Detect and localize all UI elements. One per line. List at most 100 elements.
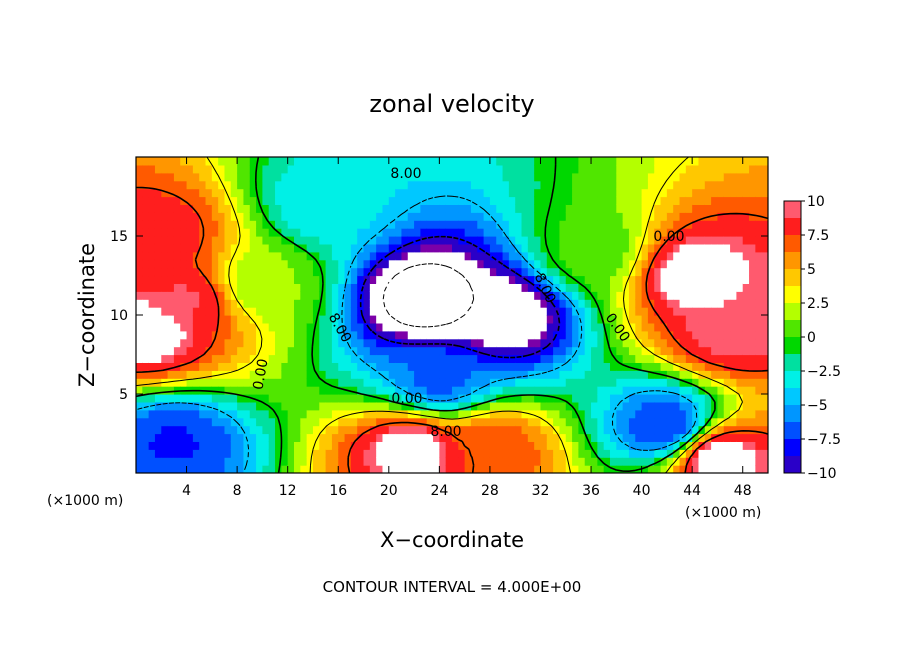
heatmap-cell	[186, 354, 194, 363]
heatmap-cell	[382, 291, 390, 300]
heatmap-cell	[546, 433, 554, 442]
heatmap-cell	[704, 283, 712, 292]
heatmap-cell	[452, 425, 459, 435]
heatmap-cell	[534, 251, 542, 261]
heatmap-cell	[338, 212, 346, 221]
heatmap-cell	[148, 378, 156, 387]
heatmap-cell	[407, 228, 415, 237]
heatmap-cell	[755, 283, 763, 292]
heatmap-cell	[363, 236, 371, 245]
heatmap-cell	[325, 172, 333, 182]
heatmap-cell	[180, 346, 188, 356]
heatmap-cell	[325, 330, 333, 340]
heatmap-cell	[496, 386, 504, 395]
heatmap-cell	[742, 378, 750, 387]
contour-line	[136, 157, 716, 473]
heatmap-cell	[224, 267, 232, 277]
heatmap-cell	[325, 157, 333, 166]
heatmap-cell	[458, 465, 466, 473]
x-tick-label: 48	[734, 483, 752, 499]
heatmap-cell	[761, 441, 768, 450]
heatmap-cell	[199, 409, 207, 419]
heatmap-cell	[534, 362, 542, 371]
heatmap-cell	[685, 425, 693, 435]
heatmap-cell	[325, 362, 333, 371]
x-tick-label: 16	[329, 483, 347, 499]
heatmap-cell	[224, 417, 232, 427]
y-tick-label: 15	[110, 229, 128, 245]
heatmap-cell	[628, 449, 636, 458]
heatmap-cell	[610, 212, 617, 221]
heatmap-cell	[578, 157, 586, 166]
heatmap-cell	[761, 196, 768, 205]
heatmap-cell	[388, 449, 396, 458]
heatmap-cell	[256, 307, 263, 316]
heatmap-cell	[546, 283, 554, 292]
heatmap-cell	[249, 457, 257, 466]
heatmap-cell	[319, 346, 327, 356]
heatmap-cell	[148, 220, 156, 229]
heatmap-cell	[698, 157, 706, 166]
heatmap-cell	[230, 322, 238, 332]
heatmap-cell	[186, 220, 194, 229]
heatmap-cell	[761, 243, 768, 253]
heatmap-cell	[401, 251, 409, 261]
heatmap-cell	[224, 275, 232, 284]
heatmap-cell	[249, 322, 257, 332]
heatmap-cell	[161, 251, 169, 261]
heatmap-cell	[527, 291, 535, 300]
contour-line	[359, 235, 561, 359]
heatmap-cell	[192, 164, 200, 174]
heatmap-cell	[489, 267, 497, 277]
heatmap-cell	[597, 322, 605, 332]
heatmap-cell	[312, 330, 320, 340]
heatmap-cell	[154, 196, 162, 205]
heatmap-cell	[275, 157, 282, 166]
y-tick-label: 5	[119, 387, 128, 403]
heatmap-cell	[433, 164, 440, 174]
heatmap-cell	[565, 220, 573, 229]
heatmap-cell	[736, 346, 744, 356]
heatmap-cell	[654, 322, 662, 332]
heatmap-cell	[641, 425, 649, 435]
heatmap-cell	[761, 220, 768, 229]
heatmap-cell	[553, 236, 561, 245]
heatmap-cell	[578, 196, 586, 205]
heatmap-cell	[742, 220, 750, 229]
heatmap-cell	[426, 386, 434, 395]
heatmap-cell	[610, 180, 617, 190]
heatmap-cell	[622, 315, 630, 324]
heatmap-cell	[464, 299, 472, 308]
heatmap-cell	[211, 362, 219, 371]
heatmap-cell	[243, 275, 251, 284]
heatmap-cell	[521, 220, 529, 229]
heatmap-cell	[483, 465, 491, 473]
heatmap-cell	[414, 330, 421, 340]
heatmap-cell	[268, 157, 276, 166]
heatmap-cell	[167, 409, 175, 419]
heatmap-cell	[711, 299, 719, 308]
heatmap-cell	[578, 433, 586, 442]
heatmap-cell	[685, 386, 693, 395]
heatmap-cell	[521, 449, 529, 458]
heatmap-cell	[395, 425, 403, 435]
heatmap-cell	[192, 465, 200, 473]
heatmap-cell	[591, 267, 598, 277]
heatmap-cell	[205, 157, 213, 166]
heatmap-cell	[534, 212, 542, 221]
heatmap-cell	[249, 283, 257, 292]
heatmap-cell	[654, 441, 662, 450]
heatmap-cell	[382, 465, 390, 473]
heatmap-cell	[325, 164, 333, 174]
heatmap-cell	[559, 157, 567, 166]
heatmap-cell	[647, 330, 655, 340]
heatmap-cell	[736, 378, 744, 387]
heatmap-cell	[610, 220, 617, 229]
heatmap-cell	[464, 457, 472, 466]
heatmap-cell	[704, 299, 712, 308]
heatmap-cell	[597, 188, 605, 198]
heatmap-cell	[173, 378, 181, 387]
heatmap-cell	[685, 259, 693, 269]
heatmap-cell	[546, 354, 554, 363]
heatmap-cell	[148, 346, 156, 356]
